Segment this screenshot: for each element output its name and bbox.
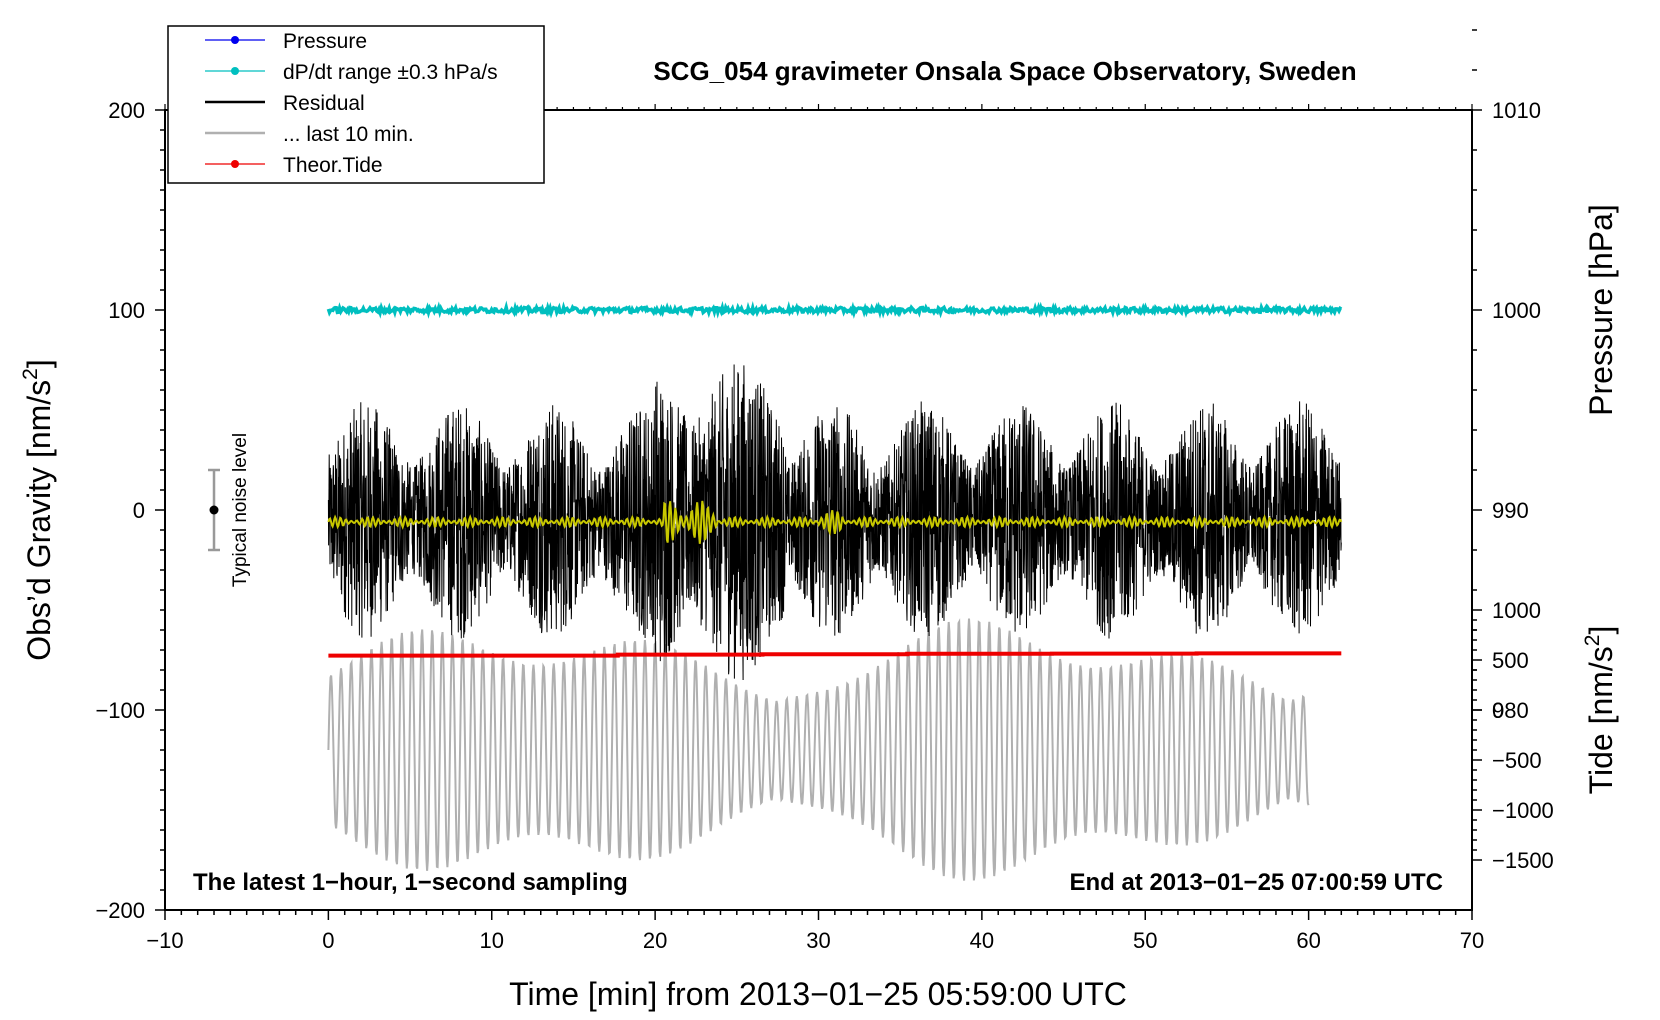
ticks-layer: −100102030405060702001000−100−2001030102… xyxy=(95,29,1554,953)
legend-swatch-marker xyxy=(231,160,239,168)
y-tick-label: 200 xyxy=(108,98,145,123)
legend-label: Pressure xyxy=(283,30,367,53)
pressure-tick-label: 980 xyxy=(1492,698,1529,723)
x-tick-label: 20 xyxy=(643,928,667,953)
series-residual xyxy=(327,364,1342,681)
x-tick-label: 40 xyxy=(970,928,994,953)
x-tick-label: 60 xyxy=(1296,928,1320,953)
tide-tick-label: −1000 xyxy=(1492,798,1554,823)
legend-label: Residual xyxy=(283,92,365,115)
y-tick-label: −100 xyxy=(95,698,145,723)
series-theor-tide xyxy=(328,651,1342,658)
legend-swatch-marker xyxy=(231,36,239,44)
noise-level-label: Typical noise level xyxy=(230,433,251,587)
tide-tick-label: 500 xyxy=(1492,648,1529,673)
x-tick-label: 30 xyxy=(806,928,830,953)
y-axis-title-tide-sup: 2 xyxy=(1581,635,1604,647)
annotation-sampling: The latest 1−hour, 1−second sampling xyxy=(193,869,628,896)
y-axis-title-left: Obs’d Gravity [nm/s2] xyxy=(19,359,57,661)
legend-swatch-marker xyxy=(231,67,239,75)
chart-title: SCG_054 gravimeter Onsala Space Observat… xyxy=(653,56,1356,86)
series-layer xyxy=(326,300,1343,881)
tide-tick-label: 0 xyxy=(1492,698,1504,723)
x-tick-label: 10 xyxy=(480,928,504,953)
y-tick-label: −200 xyxy=(95,898,145,923)
tide-tick-label: 1000 xyxy=(1492,598,1541,623)
legend-label: dP/dt range ±0.3 hPa/s xyxy=(283,61,498,84)
y-tick-label: 0 xyxy=(133,498,145,523)
x-tick-label: 70 xyxy=(1460,928,1484,953)
tide-tick-label: −1500 xyxy=(1492,848,1554,873)
pressure-tick-label: 990 xyxy=(1492,498,1529,523)
series-residual-smoothed xyxy=(327,500,1343,544)
tide-tick-label: −500 xyxy=(1492,748,1542,773)
y-axis-title-left-main: Obs’d Gravity [nm/s xyxy=(21,380,57,661)
series-last-10-min xyxy=(327,618,1310,881)
y-axis-title-tide-close: ] xyxy=(1583,626,1619,635)
x-tick-label: 50 xyxy=(1133,928,1157,953)
y-axis-title-tide-main: Tide [nm/s xyxy=(1583,646,1619,794)
pressure-tick-label: 1010 xyxy=(1492,98,1541,123)
x-tick-label: −10 xyxy=(146,928,183,953)
y-axis-title-tide: Tide [nm/s2] xyxy=(1581,626,1619,795)
x-axis-title: Time [min] from 2013−01−25 05:59:00 UTC xyxy=(509,976,1127,1012)
y-tick-label: 100 xyxy=(108,298,145,323)
y-axis-title-left-close: ] xyxy=(21,359,57,368)
pressure-tick-label: 1000 xyxy=(1492,298,1541,323)
annotation-end-time: End at 2013−01−25 07:00:59 UTC xyxy=(1069,869,1443,896)
x-tick-label: 0 xyxy=(322,928,334,953)
noise-bar-center-dot xyxy=(209,505,219,515)
series-dpdt xyxy=(326,300,1343,319)
legend-label: Theor.Tide xyxy=(283,154,383,177)
legend-box xyxy=(167,25,545,184)
legend: Pressure dP/dt range ±0.3 hPa/s Residual..… xyxy=(167,25,545,184)
y-axis-title-pressure: Pressure [hPa] xyxy=(1583,204,1619,416)
noise-level-indicator: Typical noise level xyxy=(208,433,251,587)
legend-label: ... last 10 min. xyxy=(283,123,414,146)
y-axis-title-left-sup: 2 xyxy=(19,368,42,380)
